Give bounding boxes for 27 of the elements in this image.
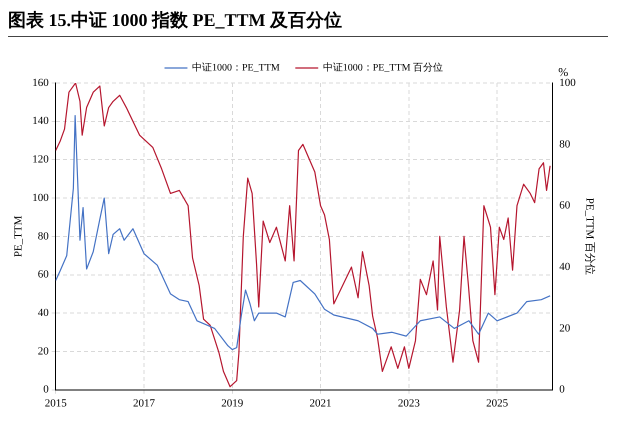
x-tick-label: 2019 bbox=[221, 397, 244, 410]
x-tick-label: 2015 bbox=[44, 397, 68, 410]
x-tick-label: 2023 bbox=[398, 397, 420, 410]
y-tick-label: 100 bbox=[32, 192, 50, 204]
chart-title: 图表 15.中证 1000 指数 PE_TTM 及百分位 bbox=[8, 8, 608, 37]
x-tick-label: 2017 bbox=[132, 397, 156, 410]
y2-tick-label: 40 bbox=[559, 260, 571, 273]
text: % bbox=[558, 65, 568, 80]
y-tick-label: 60 bbox=[38, 268, 50, 281]
x-tick-label: 2021 bbox=[310, 397, 332, 410]
y-tick-label: 140 bbox=[32, 115, 50, 128]
y2-tick-label: 60 bbox=[559, 200, 571, 212]
y-tick-label: 80 bbox=[38, 230, 50, 242]
y-tick-label: 20 bbox=[38, 345, 50, 358]
y-tick-label: 40 bbox=[38, 306, 50, 319]
legend-label: 中证1000：PE_TTM 百分位 bbox=[322, 62, 444, 74]
y-tick-label: 0 bbox=[43, 384, 50, 396]
y2-tick-label: 100 bbox=[559, 76, 576, 89]
legend-label: 中证1000：PE_TTM bbox=[192, 62, 280, 74]
y2-tick-label: 20 bbox=[559, 322, 571, 334]
y-axis-title: PE_TTM bbox=[12, 215, 24, 258]
y2-axis-title: PE_TTM 百分位 bbox=[584, 198, 596, 276]
y-tick-label: 120 bbox=[32, 154, 50, 166]
y2-tick-label: 80 bbox=[559, 138, 571, 150]
y2-tick-label: 0 bbox=[559, 384, 566, 396]
x-tick-label: 2025 bbox=[486, 397, 509, 410]
y-tick-label: 160 bbox=[32, 76, 50, 89]
